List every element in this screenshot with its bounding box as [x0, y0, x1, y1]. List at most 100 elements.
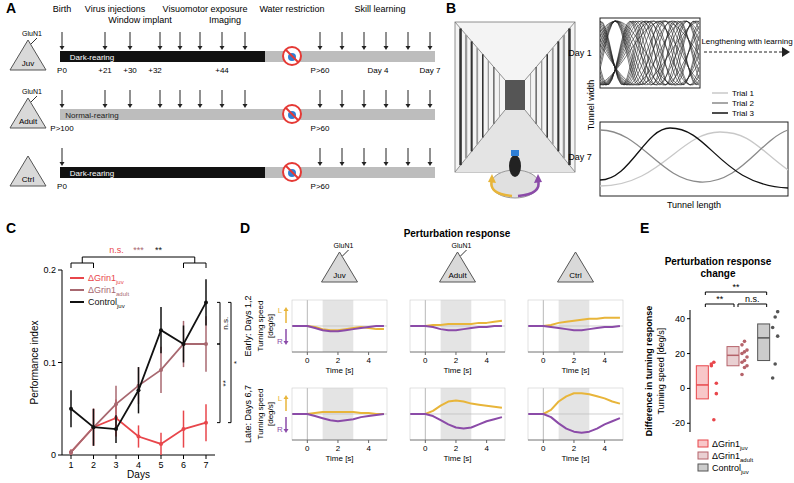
- legend-label: Controljuv: [88, 297, 125, 309]
- water-restriction-icon: [283, 105, 301, 123]
- tunnel-end: [505, 80, 525, 110]
- time-mark: +32: [148, 66, 162, 75]
- x-tick-label: 4: [484, 356, 489, 365]
- wall-stripe: [488, 61, 489, 131]
- y-tick: [687, 423, 690, 424]
- arrow-head: [428, 162, 433, 166]
- legend-label: ΔGrin1juv: [88, 273, 124, 285]
- title-line: Perturbation response: [665, 256, 772, 267]
- x-tick: [543, 440, 544, 443]
- plot-area: [292, 388, 387, 440]
- x-tick: [206, 455, 207, 459]
- panel-label: A: [6, 0, 16, 16]
- plot-frame: [410, 388, 505, 440]
- subscript: juv: [740, 469, 749, 475]
- pipette: [343, 250, 349, 256]
- point: [745, 364, 749, 368]
- legend-swatch: [698, 440, 708, 447]
- direction-arrow-head: [284, 395, 289, 399]
- series-line: [528, 326, 620, 330]
- x-tick: [486, 352, 487, 355]
- mouse: [509, 155, 521, 177]
- arrow-head: [428, 104, 433, 108]
- panel-label: E: [640, 220, 649, 236]
- arrow: [245, 32, 246, 47]
- arrow-head: [406, 104, 411, 108]
- mean-line: [758, 337, 770, 339]
- arrow: [408, 90, 409, 105]
- x-tick: [455, 352, 456, 355]
- series-line: [528, 393, 620, 414]
- arrow: [180, 32, 181, 47]
- point: [740, 343, 744, 347]
- point: [715, 381, 719, 385]
- arrow: [160, 32, 161, 47]
- event-label: Birth: [53, 4, 72, 14]
- point: [69, 407, 73, 411]
- y-axis-label: Turning speed [deg/s]: [656, 328, 666, 415]
- mean-line: [727, 355, 739, 357]
- axis-label: Tunnel width: [586, 80, 596, 131]
- wall-stripe: [476, 48, 478, 145]
- point: [773, 362, 777, 366]
- significance-bracket: [217, 302, 220, 344]
- arrow: [320, 90, 321, 105]
- text-part: ΔGrin1: [88, 273, 116, 283]
- arrow: [430, 90, 431, 105]
- arrow: [105, 32, 106, 47]
- arrow: [386, 148, 387, 163]
- arrow: [130, 32, 131, 47]
- x-tick: [161, 455, 162, 459]
- x-tick-label: 7: [203, 460, 208, 470]
- event-label: Imaging: [209, 15, 241, 25]
- x-tick-label: 0: [541, 444, 546, 453]
- arrow-head: [128, 104, 133, 108]
- arrow: [200, 32, 201, 47]
- significance-label: *: [232, 361, 241, 364]
- y-tick: [58, 455, 62, 456]
- legend-swatch: [70, 277, 84, 279]
- point: [771, 376, 775, 380]
- pipette: [31, 38, 37, 44]
- arrow-head: [384, 46, 389, 50]
- trajectory: [600, 21, 699, 85]
- arrow-head: [384, 162, 389, 166]
- water-restriction-icon: [283, 163, 301, 181]
- x-tick: [368, 440, 369, 443]
- pipette: [461, 250, 467, 256]
- trajectory: [600, 21, 699, 85]
- x-tick: [604, 352, 605, 355]
- arrow: [62, 32, 63, 47]
- x-tick-label: 0: [541, 356, 546, 365]
- x-axis-label: Time [s]: [443, 366, 471, 375]
- significance-label: n.s.: [109, 245, 124, 255]
- significance-label: **: [221, 380, 230, 386]
- arrow: [342, 90, 343, 105]
- event-label: Skill learning: [354, 4, 405, 14]
- arrow-head: [178, 46, 183, 50]
- x-tick-label: 4: [366, 356, 371, 365]
- x-tick-label: 4: [366, 444, 371, 453]
- y-tick-label: 0: [680, 383, 685, 393]
- wall-stripe: [465, 35, 467, 158]
- turn-arrow-right-head: [534, 174, 542, 183]
- y-tick-label: 40: [675, 314, 685, 324]
- plot-frame: [292, 300, 387, 352]
- arrow: [105, 90, 106, 105]
- time-mark: P>60: [311, 182, 330, 191]
- point: [159, 442, 163, 446]
- point: [114, 427, 118, 431]
- y-tick-label: 0.2: [43, 265, 56, 275]
- y-axis-label: Turning speed: [256, 389, 265, 440]
- y-axis-label: Difference in turning response: [644, 306, 654, 437]
- icon-label: GluN1: [334, 242, 354, 249]
- legend-label: ΔGrin1adult: [712, 451, 753, 463]
- x-tick-label: 2: [454, 356, 459, 365]
- arrow-head: [220, 104, 225, 108]
- x-tick: [116, 455, 117, 459]
- legend-swatch: [712, 112, 728, 114]
- panel-title: Perturbation response: [404, 228, 511, 239]
- y-axis-label: Performance index: [29, 321, 40, 405]
- pipette: [31, 96, 37, 102]
- trajectory: [600, 21, 699, 85]
